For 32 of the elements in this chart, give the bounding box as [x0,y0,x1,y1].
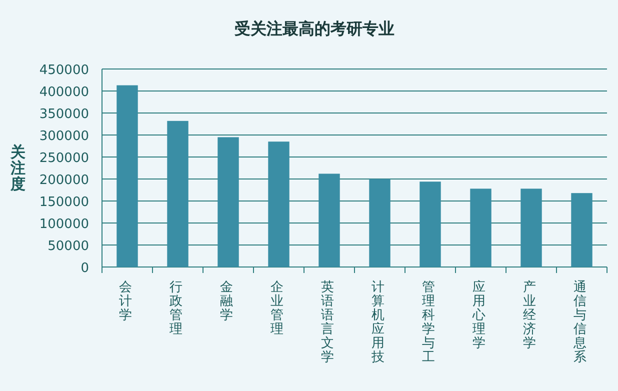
bar [116,85,138,267]
y-axis-title: 关注度 [10,143,26,193]
bar [167,120,188,267]
y-tick-label: 150000 [39,195,89,210]
bar [420,182,441,267]
y-tick-label: 50000 [48,239,89,254]
y-tick-label: 200000 [39,173,89,188]
x-tick-label: 会计学 [118,280,132,323]
bar [470,188,492,267]
bar [318,174,340,267]
y-tick-label: 0 [80,261,89,276]
x-tick-label: 应用心理学 [471,279,486,351]
x-tick-label: 英语语言文学 [320,280,334,365]
bar [571,193,592,267]
y-tick-label: 450000 [39,63,89,78]
y-tick-label: 100000 [39,217,89,232]
y-tick-label: 250000 [39,151,89,166]
y-tick-label: 400000 [39,85,89,100]
x-tick-label: 金融学 [220,280,233,323]
bar [268,142,290,267]
chart-title: 受关注最高的考研专业 [234,19,394,38]
x-tick-label: 行政管理 [169,280,182,337]
x-tick-label: 计算机应用技 [370,280,384,365]
bar [520,188,542,267]
x-tick-label: 企业管理 [270,280,284,337]
x-tick-label: 产业经济学 [522,280,536,351]
x-tick-label: 管理科学与工 [422,280,435,365]
bar [218,137,239,267]
y-tick-label: 350000 [39,107,89,122]
x-tick-label: 通信与信息系 [572,280,586,365]
y-tick-label: 300000 [39,129,89,144]
bar [369,179,390,267]
